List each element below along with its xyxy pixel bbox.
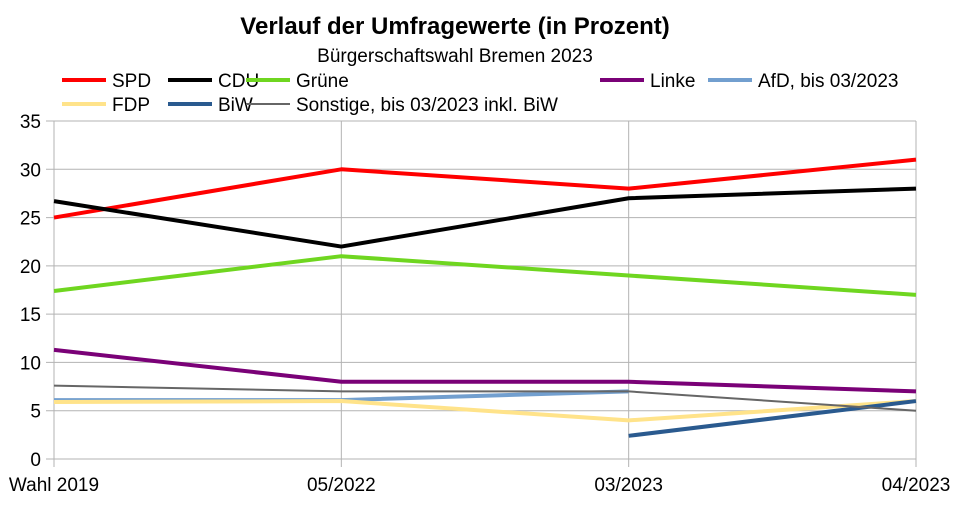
series-line-linke (53, 347, 917, 394)
legend: SPD CDU Grüne Linke AfD, bis 03/2023 FDP BiW So… (62, 71, 898, 116)
y-tick-label: 25 (20, 209, 41, 230)
y-tick-label: 5 (30, 402, 41, 423)
legend-label: CDU (218, 71, 259, 92)
x-axis: Wahl 2019 05/2022 03/2023 04/2023 (9, 475, 950, 496)
legend-label: SPD (112, 71, 151, 92)
y-tick-label: 10 (20, 353, 41, 374)
x-tick-label: 05/2022 (307, 475, 376, 496)
x-tick-label: 03/2023 (594, 475, 663, 496)
y-tick-label: 20 (20, 257, 41, 278)
y-tick-label: 35 (20, 112, 41, 133)
series-line-sonstige (53, 384, 917, 412)
y-axis: 0 5 10 15 20 25 30 35 (20, 112, 41, 471)
legend-label: Linke (650, 71, 695, 92)
legend-label: AfD, bis 03/2023 (758, 71, 898, 92)
legend-label: Grüne (296, 71, 349, 92)
x-tick-label: 04/2023 (882, 475, 951, 496)
y-tick-label: 30 (20, 160, 41, 181)
chart-subtitle: Bürgerschaftswahl Bremen 2023 (317, 46, 593, 67)
y-tick-label: 0 (30, 450, 41, 471)
series-lines (53, 157, 917, 438)
y-tick-label: 15 (20, 305, 41, 326)
legend-label: BiW (218, 95, 253, 116)
series-line-spd (53, 157, 917, 220)
series-line-grüne (53, 254, 917, 297)
legend-label: Sonstige, bis 03/2023 inkl. BiW (296, 95, 558, 116)
series-line-cdu (53, 186, 917, 249)
series-line-fdp (53, 399, 917, 423)
legend-label: FDP (112, 95, 150, 116)
chart-title: Verlauf der Umfragewerte (in Prozent) (240, 13, 669, 40)
x-tick-label: Wahl 2019 (9, 475, 99, 496)
